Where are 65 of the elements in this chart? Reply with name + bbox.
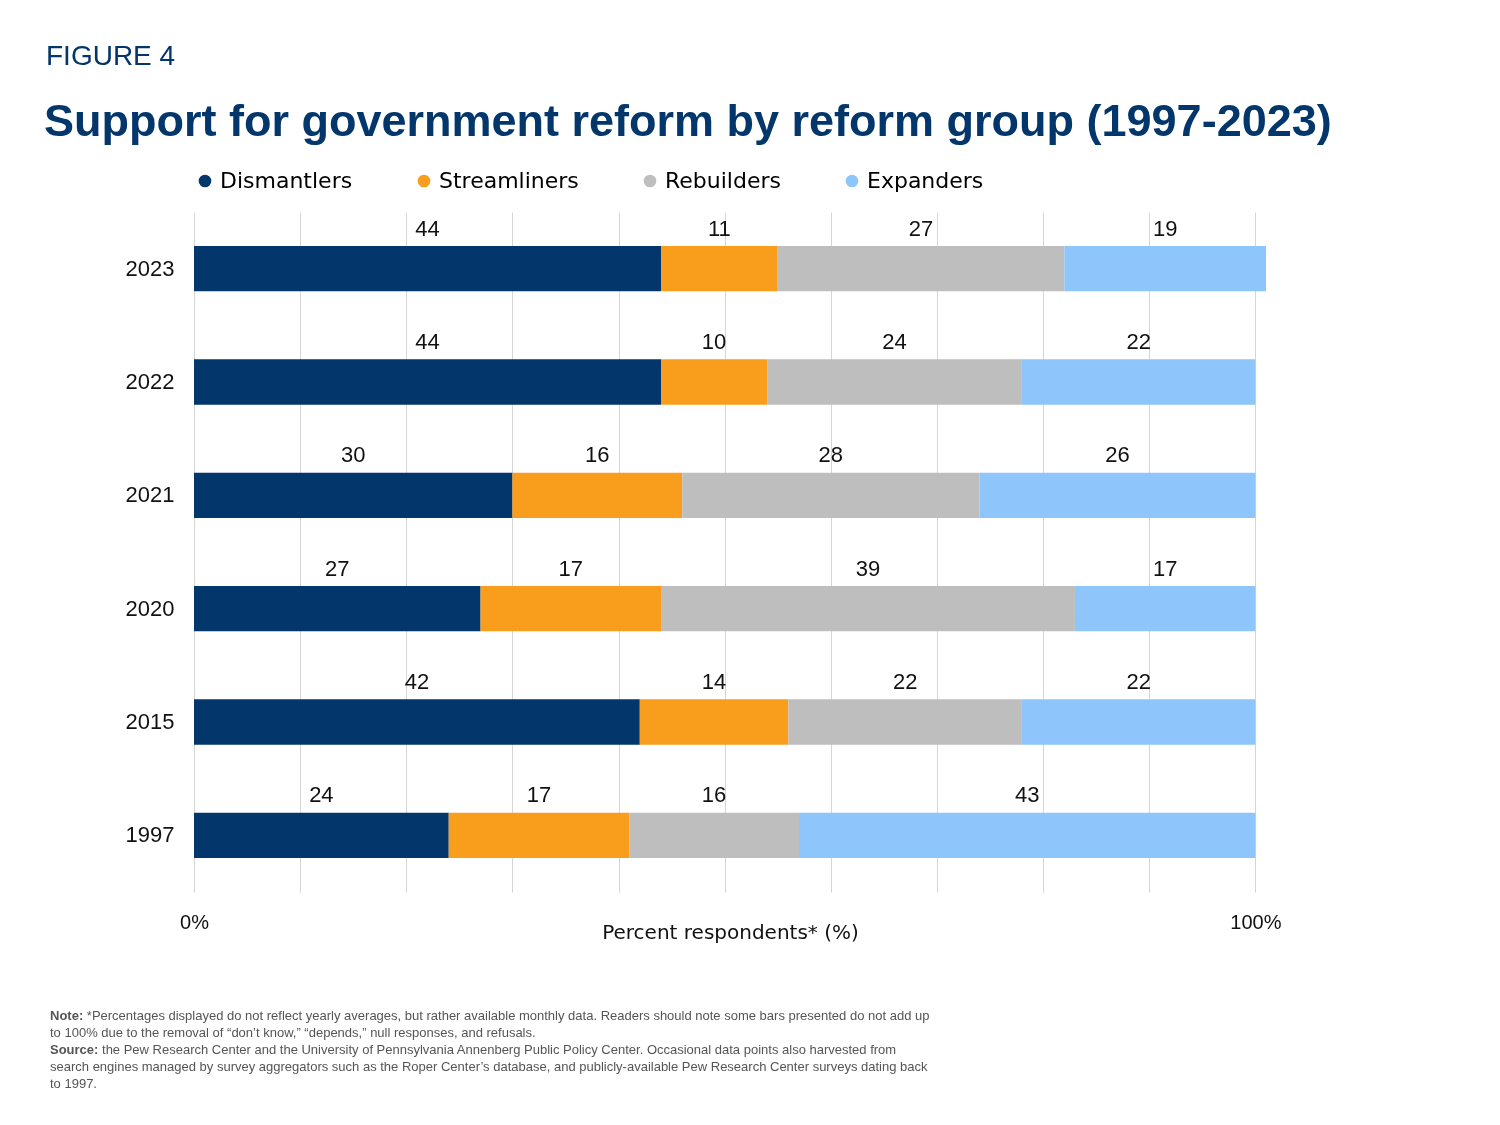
bar [661, 246, 778, 292]
data-label: 44 [415, 215, 440, 241]
bar [639, 699, 789, 745]
data-label: 44 [415, 329, 440, 354]
data-label: 17 [526, 782, 552, 808]
bar [194, 699, 640, 745]
y-tick-label: 2023 [125, 255, 175, 281]
data-label: 24 [309, 782, 334, 808]
x-tick-label: 0% [180, 910, 210, 933]
data-label: 16 [701, 782, 727, 808]
bar [194, 812, 449, 858]
y-tick-label: 2015 [125, 709, 175, 734]
bar [629, 812, 799, 858]
data-label: 28 [818, 442, 844, 468]
data-label: 10 [701, 329, 727, 354]
bar [979, 472, 1256, 518]
data-label: 30 [340, 442, 366, 468]
data-label: 11 [707, 215, 731, 241]
bar [1021, 359, 1256, 405]
data-label: 43 [1014, 782, 1040, 808]
bar [767, 359, 1022, 405]
bar [788, 699, 1022, 745]
x-axis-title: Percent respondents* (%) [602, 919, 859, 944]
data-label: 26 [1105, 442, 1130, 468]
x-tick-label: 100% [1230, 910, 1282, 933]
bar [194, 472, 513, 518]
legend-label: Dismantlers [220, 168, 353, 193]
data-label: 39 [855, 555, 881, 581]
source-note: Source: the Pew Research Center and the University of Pennsylvania Annenberg Public Policy Center. Occasional data points also harvested from search engines managed by survey aggregators such as the Roper Center’s database, and publicly-available Pew Research Center surveys dating back to 1997. [50, 1041, 929, 1092]
legend-label: Streamliners [439, 168, 579, 193]
bar [194, 246, 662, 292]
data-label: 27 [325, 555, 350, 581]
bar [777, 246, 1065, 292]
bar [448, 812, 630, 858]
bar [1021, 699, 1256, 745]
caption: FIGURE 4 [46, 40, 176, 72]
data-label: 22 [1126, 669, 1151, 694]
bar [798, 812, 1256, 858]
data-label: 22 [892, 669, 918, 694]
data-label: 14 [701, 669, 727, 694]
chart-title: Support for government reform by reform group (1997-2023) [44, 95, 1332, 147]
data-label: 22 [1126, 329, 1151, 354]
data-label: 19 [1152, 215, 1178, 241]
legend-label: Expanders [867, 168, 984, 193]
y-tick-label: 2022 [125, 369, 175, 394]
bar [480, 586, 662, 632]
data-label: 24 [882, 329, 907, 354]
legend-label: Rebuilders [665, 168, 781, 193]
y-tick-label: 1997 [125, 822, 175, 848]
y-tick-label: 2020 [125, 595, 175, 621]
data-label: 27 [908, 215, 934, 241]
data-label: 42 [404, 669, 430, 694]
bar [194, 359, 662, 405]
bar [682, 472, 980, 518]
bar [512, 472, 683, 518]
bar [1074, 586, 1256, 632]
data-label: 16 [585, 442, 610, 468]
bar [1064, 246, 1266, 292]
text: Note: *Percentages displayed do not reflect yearly averages, but rather available monthly data. Readers should note some bars presented do not add up to 100% due to the removal of “don’t know,” “depends,” null responses, and refusals. [50, 1007, 930, 1041]
data-label: 17 [558, 555, 584, 581]
bar [194, 586, 481, 632]
bar [661, 586, 1075, 632]
data-label: 17 [1152, 555, 1178, 581]
bar [661, 359, 768, 405]
y-tick-label: 2021 [125, 482, 175, 508]
